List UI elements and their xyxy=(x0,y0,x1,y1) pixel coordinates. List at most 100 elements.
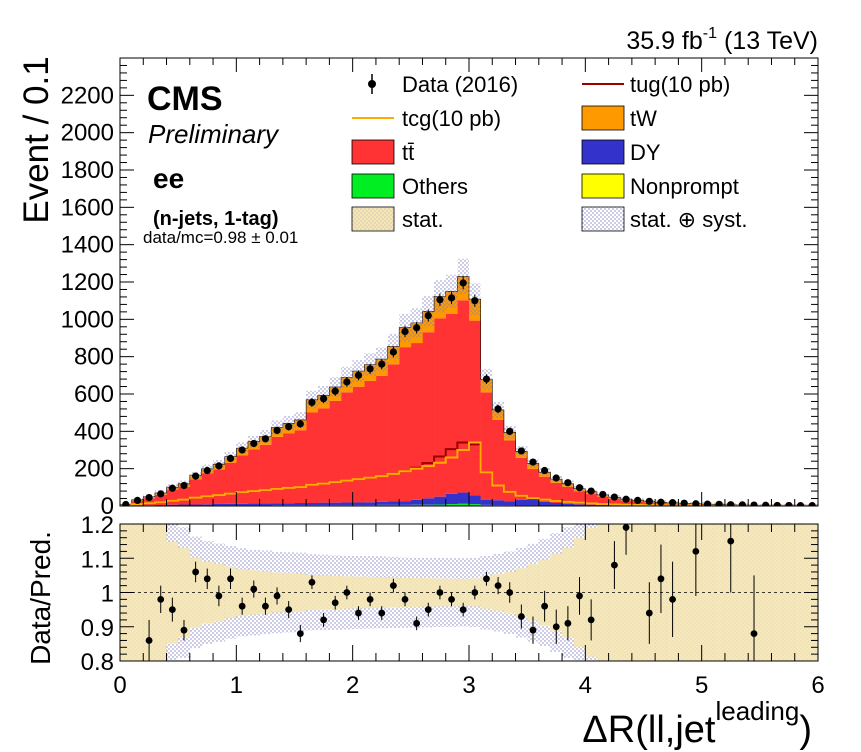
bar-ttbar xyxy=(550,482,563,504)
bar-others xyxy=(422,504,435,506)
bar-dy xyxy=(224,503,237,506)
y-tick-label: 1600 xyxy=(61,194,114,221)
bar-ttbar xyxy=(294,430,307,504)
bar-others xyxy=(387,504,400,506)
bar-ttbar xyxy=(282,433,295,504)
svg-text:stat. ⊕ syst.: stat. ⊕ syst. xyxy=(630,207,747,232)
data-point xyxy=(192,472,200,480)
bar-dy xyxy=(562,503,574,506)
ratio-point xyxy=(262,602,269,610)
channel-label: ee xyxy=(153,163,184,194)
data-point xyxy=(506,427,514,435)
bar-ttbar xyxy=(375,375,388,502)
bar-others xyxy=(434,504,447,506)
ratio-point xyxy=(355,609,362,617)
ratio-point xyxy=(494,582,502,590)
ratio-point xyxy=(669,595,676,603)
data-point xyxy=(529,458,537,466)
bar-ttbar xyxy=(585,494,598,505)
bar-ttbar xyxy=(201,473,214,505)
data-point xyxy=(622,495,630,503)
ratio-point xyxy=(657,575,665,583)
data-point xyxy=(715,500,723,506)
ratio-point xyxy=(401,595,409,603)
bar-dy xyxy=(445,493,458,505)
data-point xyxy=(401,327,409,336)
ratio-point xyxy=(215,592,223,600)
data-point xyxy=(762,501,770,506)
legend-entry-dy: DY xyxy=(581,139,661,165)
ratio-stat-bin xyxy=(771,524,784,661)
preliminary-label: Preliminary xyxy=(148,119,280,149)
data-point xyxy=(226,454,235,462)
bar-ttbar xyxy=(515,457,528,500)
selection-label: (n-jets, 1-tag) xyxy=(153,208,279,230)
data-point xyxy=(413,324,421,332)
ratio-point xyxy=(203,575,211,583)
legend-entry-data: Data (2016) xyxy=(368,72,518,97)
ratio-point xyxy=(389,582,397,590)
legend-entry-stat-syst: stat. ⊕ syst. xyxy=(581,206,747,232)
bar-ttbar xyxy=(364,380,377,503)
data-point xyxy=(599,490,607,499)
bar-dy xyxy=(329,502,342,506)
bar-dy xyxy=(201,504,214,506)
lumi-label: 35.9 fb-1 (13 TeV) xyxy=(626,25,818,55)
ratio-stat-bin xyxy=(329,575,342,610)
data-point xyxy=(727,501,735,506)
svg-text:tug(10 pb): tug(10 pb) xyxy=(630,72,730,97)
tcg-signal-line xyxy=(120,441,818,506)
bar-ttbar xyxy=(154,494,167,506)
bar-ttbar xyxy=(224,462,237,504)
ratio-point xyxy=(238,602,246,610)
data-point xyxy=(447,294,456,302)
ratio-point xyxy=(576,592,583,600)
stack-content xyxy=(120,258,818,506)
bar-ttbar xyxy=(387,364,400,502)
ratio-point xyxy=(645,609,653,617)
data-point xyxy=(296,420,304,428)
bar-dy xyxy=(550,503,563,506)
ratio-point xyxy=(285,606,293,614)
ratio-y-tick-label: 1 xyxy=(101,581,114,608)
svg-text:Nonprompt: Nonprompt xyxy=(630,174,739,199)
data-point xyxy=(459,279,467,287)
x-tick-label: 0 xyxy=(113,672,126,699)
ratio-y-tick-label: 1.1 xyxy=(81,546,114,573)
svg-text:tcg(10 pb): tcg(10 pb) xyxy=(402,106,501,131)
data-point xyxy=(331,387,339,395)
ratio-y-axis-title: Data/Pred. xyxy=(25,531,56,665)
legend-entry-others: Others xyxy=(351,173,468,199)
ratio-content xyxy=(120,524,818,661)
bar-dy xyxy=(166,504,179,506)
x-tick-label: 2 xyxy=(346,672,359,699)
ratio-point xyxy=(250,585,258,593)
x-tick-label: 1 xyxy=(230,672,243,699)
x-tick-label: 5 xyxy=(695,672,708,699)
ratio-point xyxy=(331,599,339,607)
bar-others xyxy=(469,504,481,506)
legend-entry-tw: tW xyxy=(581,105,657,131)
uncertainty-bin xyxy=(387,333,400,360)
data-point xyxy=(773,501,781,506)
ratio-point xyxy=(413,619,421,627)
ratio-stat-bin xyxy=(759,524,772,661)
ratio-point xyxy=(692,548,700,555)
stack-ttbar xyxy=(120,300,818,506)
ratio-y-tick-label: 1.2 xyxy=(81,512,114,539)
bar-dy xyxy=(503,501,516,506)
data-point xyxy=(261,435,270,443)
svg-text:Others: Others xyxy=(402,174,468,199)
ratio-point xyxy=(273,592,281,600)
data-point xyxy=(180,481,188,490)
bar-ttbar xyxy=(410,343,423,500)
data-point xyxy=(238,446,246,454)
ratio-point xyxy=(157,595,165,603)
bar-dy xyxy=(294,503,307,506)
data-point xyxy=(424,312,432,320)
data-point xyxy=(785,501,793,506)
data-point xyxy=(389,348,397,356)
ratio-point xyxy=(296,630,304,637)
y-tick-label: 1400 xyxy=(61,232,114,259)
bar-dy xyxy=(492,500,505,506)
